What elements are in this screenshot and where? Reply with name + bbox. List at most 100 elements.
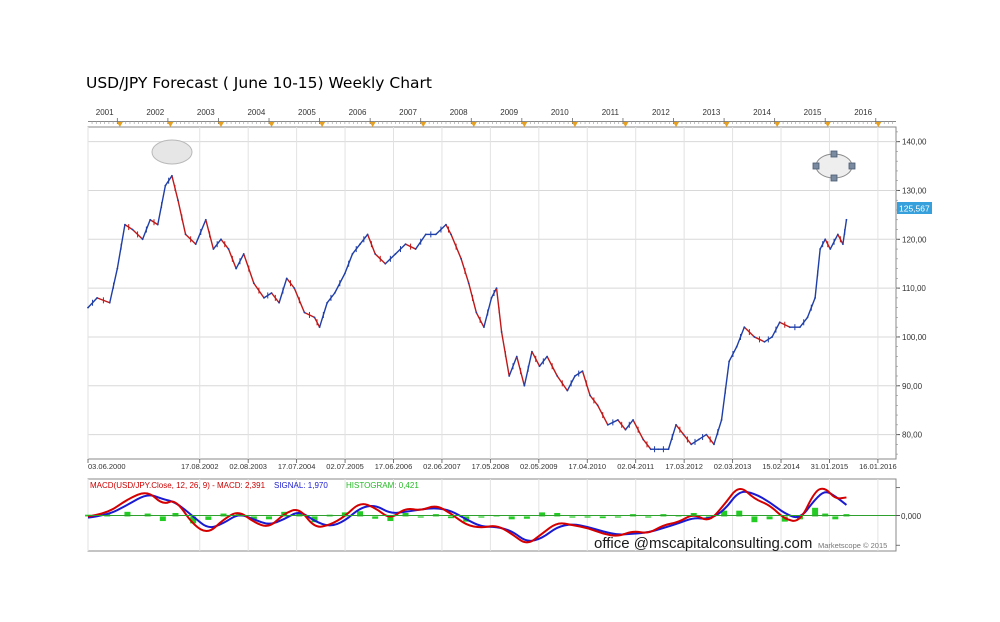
year-label: 2012 bbox=[652, 108, 670, 117]
date-tick-label: 17.03.2012 bbox=[665, 462, 703, 471]
year-marker-icon bbox=[673, 122, 680, 127]
histogram-bar bbox=[172, 512, 179, 517]
price-point bbox=[624, 428, 627, 431]
price-point bbox=[829, 248, 832, 250]
price-point bbox=[351, 253, 354, 255]
date-tick-label: 02.04.2011 bbox=[617, 462, 654, 471]
date-tick-label: 17.06.2006 bbox=[375, 462, 413, 471]
price-point bbox=[799, 326, 801, 329]
histogram-bar bbox=[721, 510, 728, 517]
histogram-bar bbox=[508, 516, 515, 520]
histogram-bar bbox=[190, 516, 197, 524]
year-label: 2013 bbox=[703, 108, 721, 117]
year-label: 2010 bbox=[551, 108, 569, 117]
price-point bbox=[771, 336, 774, 338]
price-point bbox=[220, 238, 222, 241]
histogram-bar bbox=[599, 516, 606, 519]
chart-title: USD/JPY Forecast ( June 10-15) Weekly Ch… bbox=[86, 74, 432, 92]
macd-legend-histogram: HISTOGRAM: 0,421 bbox=[346, 481, 419, 490]
year-marker-icon bbox=[369, 122, 376, 127]
histogram-bar bbox=[266, 516, 273, 520]
price-point bbox=[156, 223, 159, 226]
price-point bbox=[171, 174, 173, 177]
price-point bbox=[606, 423, 609, 426]
price-point bbox=[164, 184, 167, 187]
histogram-bar bbox=[645, 516, 652, 518]
price-point bbox=[788, 326, 791, 329]
price-point bbox=[581, 370, 584, 373]
price-point bbox=[819, 248, 822, 250]
marketscope-credit: Marketscope © 2015 bbox=[818, 541, 887, 550]
histogram-bar bbox=[205, 516, 212, 520]
price-point bbox=[743, 326, 746, 329]
price-tick-label: 80,00 bbox=[902, 431, 923, 440]
histogram-bar bbox=[812, 507, 819, 517]
price-point bbox=[252, 282, 255, 285]
year-label: 2007 bbox=[399, 108, 417, 117]
price-point bbox=[649, 448, 652, 451]
price-point bbox=[194, 243, 197, 246]
histogram-bar bbox=[417, 516, 424, 518]
price-point bbox=[814, 296, 816, 299]
price-point bbox=[141, 238, 144, 241]
watermark-email: office @mscapitalconsulting.com bbox=[594, 535, 812, 552]
histogram-bar bbox=[357, 511, 364, 517]
price-point bbox=[177, 199, 179, 202]
price-tick-label: 110,00 bbox=[902, 284, 926, 293]
year-marker-icon bbox=[723, 122, 730, 127]
price-point bbox=[556, 375, 559, 377]
histogram-bar bbox=[751, 516, 758, 523]
price-point bbox=[318, 326, 321, 329]
price-point bbox=[333, 292, 336, 294]
price-point bbox=[96, 296, 99, 299]
price-point bbox=[523, 384, 526, 387]
date-tick-label: 02.08.2003 bbox=[229, 462, 267, 471]
year-marker-icon bbox=[470, 122, 477, 127]
price-point bbox=[131, 228, 134, 231]
price-point bbox=[682, 433, 685, 436]
price-point bbox=[212, 248, 215, 250]
price-point bbox=[204, 218, 207, 221]
year-marker-icon bbox=[268, 122, 275, 127]
price-point bbox=[778, 321, 781, 324]
histogram-bar bbox=[124, 511, 131, 517]
year-marker-icon bbox=[217, 122, 224, 127]
histogram-bar bbox=[614, 516, 621, 518]
price-point bbox=[227, 248, 230, 250]
price-point bbox=[763, 340, 766, 343]
price-point bbox=[713, 443, 715, 446]
price-point bbox=[394, 253, 397, 255]
year-axis: 2001 2002 2003 2004 2005 2006 2007 2008 2009 2010… bbox=[88, 108, 896, 127]
price-point bbox=[87, 306, 89, 309]
year-marker-icon bbox=[622, 122, 629, 127]
date-tick-label: 02.05.2009 bbox=[520, 462, 558, 471]
price-grid bbox=[87, 127, 896, 459]
histogram-bar bbox=[478, 516, 485, 518]
price-series bbox=[87, 174, 848, 453]
price-point bbox=[508, 375, 511, 377]
price-point bbox=[467, 282, 470, 285]
year-label: 2009 bbox=[500, 108, 518, 117]
year-label: 2008 bbox=[450, 108, 468, 117]
histogram-bar bbox=[736, 510, 743, 517]
price-point bbox=[574, 375, 576, 377]
price-point bbox=[116, 267, 119, 270]
histogram-bar bbox=[832, 516, 839, 520]
selected-ellipse-shape[interactable] bbox=[812, 150, 856, 182]
price-point bbox=[242, 253, 245, 255]
histogram-bar bbox=[402, 512, 409, 517]
price-tick-label: 140,00 bbox=[902, 138, 927, 147]
price-point bbox=[184, 233, 187, 236]
price-point bbox=[460, 257, 463, 260]
price-y-axis: 80,00 90,00 100,00 110,00 120,00 130,00 140,00 bbox=[896, 131, 927, 455]
price-point bbox=[589, 394, 591, 397]
date-tick-label: 16.01.2016 bbox=[859, 462, 897, 471]
price-point bbox=[303, 311, 306, 314]
macd-lines bbox=[87, 487, 848, 544]
last-price-marker: 125,567 bbox=[897, 202, 932, 214]
price-point bbox=[842, 243, 844, 246]
histogram-bar bbox=[250, 516, 257, 520]
price-point bbox=[445, 223, 447, 226]
price-point bbox=[675, 423, 677, 426]
